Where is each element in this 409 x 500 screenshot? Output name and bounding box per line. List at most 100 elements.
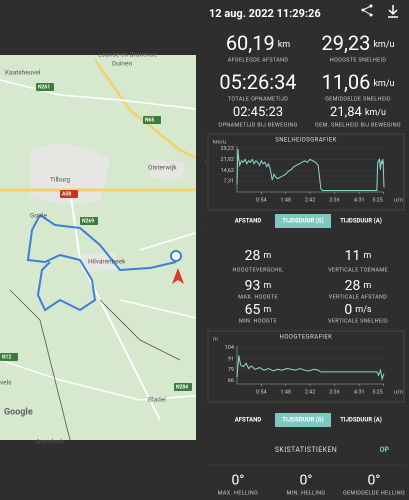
stat-unit: m <box>263 281 271 291</box>
x-tick-label: 0:54 <box>256 389 267 395</box>
data-line <box>236 355 385 381</box>
stat-number: 60,19 <box>226 31 275 55</box>
ski-label: MAX. HELLING <box>218 490 258 496</box>
map[interactable] <box>0 55 206 441</box>
stat-unit: km/u <box>373 40 394 50</box>
road-badge <box>0 353 18 361</box>
stat-value: 11 m <box>345 248 372 264</box>
y-tick-label: 104 <box>225 345 234 351</box>
stat-label: TOTALE OPNAMETIJD <box>228 96 288 102</box>
x-tick-label: 4:31 <box>354 197 365 203</box>
tab[interactable]: TIJDSDUUR (A) <box>340 417 382 424</box>
tab[interactable]: AFSTAND <box>235 218 262 225</box>
map-label: N65 <box>145 117 154 123</box>
x-tick-label: 5:25 <box>372 389 383 395</box>
road-badge <box>143 116 161 124</box>
chart-title: SNELHEIDSGRAFIEK <box>275 137 337 144</box>
map-label: A58 <box>62 191 71 197</box>
chart-frame <box>207 330 405 403</box>
stat-label: VERTICALE SNELHEID <box>328 318 388 324</box>
chart-frame <box>207 133 405 211</box>
y-tick-label: 29,23 <box>221 146 234 152</box>
map-label: Tilburg <box>50 176 70 184</box>
tab[interactable]: TIJDSDUUR (S) <box>282 417 323 424</box>
ski-title: SKISTATISTIEKEN <box>275 446 337 454</box>
map-label: Arendonk <box>36 438 64 446</box>
datetime: 12 aug. 2022 11:29:26 <box>209 7 321 20</box>
x-axis-label: u:m <box>394 197 403 203</box>
map-label: Loonse en Drunense <box>98 51 158 59</box>
stat-number: 05:26:34 <box>219 70 296 94</box>
stat-label: GEMIDDELDE SNELHEID <box>325 96 391 102</box>
y-tick-label: 91 <box>228 356 234 362</box>
stat-label: VERTICALE TOENAME <box>328 267 388 273</box>
map-label: Oisterwijk <box>148 164 177 172</box>
ski-toggle[interactable]: OP <box>380 446 390 454</box>
map-label: Bladel <box>148 396 166 404</box>
y-axis-label: km/u <box>213 139 226 145</box>
stat-value: 11,06 km/u <box>321 70 394 94</box>
road-badge <box>36 83 54 91</box>
stat-number: 11,06 <box>321 70 370 94</box>
stat-unit: km/u <box>373 79 394 89</box>
x-axis-label: u:m <box>394 389 403 395</box>
tab-active <box>275 214 331 228</box>
map-label: N269 <box>82 218 94 224</box>
map-label: Goirle <box>30 212 47 220</box>
y-tick-label: 21,92 <box>221 157 234 163</box>
stat-label: VERTICALE AFSTAND <box>329 294 387 300</box>
stat-number: 0 <box>344 302 352 318</box>
ski-value: 0° <box>299 473 312 489</box>
stat-number: 21,84 <box>330 105 362 120</box>
ski-value: 0° <box>231 473 244 489</box>
stat-number: 02:45:23 <box>233 105 283 120</box>
map-label: vels <box>0 379 12 387</box>
x-tick-label: 1:48 <box>280 389 291 395</box>
stat-unit: m/s <box>355 305 372 315</box>
y-tick-label: 79 <box>228 367 234 373</box>
stat-value: 21,84 km/u <box>330 105 386 120</box>
ski-value: 0° <box>367 473 380 489</box>
stat-value: 05:26:34 <box>219 70 296 94</box>
stat-number: 28 <box>345 278 361 294</box>
tab[interactable]: TIJDSDUUR (S) <box>282 218 323 225</box>
x-tick-label: 4:31 <box>354 389 365 395</box>
stat-value: 93 m <box>245 278 272 294</box>
stat-label: OPNAMETIJD BIJ BEWEGING <box>218 122 297 128</box>
x-tick-label: 2:42 <box>305 389 316 395</box>
map-label: Duinen <box>112 60 132 68</box>
tab[interactable]: TIJDSDUUR (A) <box>340 218 382 225</box>
map-attribution: Google <box>4 407 33 417</box>
stat-unit: m <box>263 251 271 261</box>
stat-value: 28 m <box>345 278 372 294</box>
x-tick-label: 5:25 <box>372 197 383 203</box>
x-tick-label: 1:48 <box>280 197 291 203</box>
stat-value: 02:45:23 <box>233 105 283 120</box>
download-icon[interactable] <box>388 5 398 18</box>
map-label: N12 <box>2 354 11 360</box>
stat-value: 65 m <box>245 302 272 318</box>
stat-unit: km/u <box>365 108 386 118</box>
tab-active <box>275 413 331 427</box>
stat-value: 60,19 km <box>226 31 290 55</box>
tab[interactable]: AFSTAND <box>235 417 262 424</box>
stat-label: HOOGSTE SNELHEID <box>330 57 387 63</box>
stat-label: HOOGTEVERSCHIL <box>232 267 283 273</box>
x-tick-label: 2:42 <box>305 197 316 203</box>
x-tick-label: 3:36 <box>329 197 340 203</box>
stat-unit: m <box>363 251 371 261</box>
stat-label: MAX. HOOGTE <box>238 294 278 300</box>
y-tick-label: 14,62 <box>221 168 234 174</box>
map-label: Hilvarenbeek <box>88 258 126 266</box>
stat-value: 28 m <box>245 248 272 264</box>
stat-number: 93 <box>245 278 261 294</box>
stat-value: 0 m/s <box>344 302 371 318</box>
stat-label: MIN. HOOGTE <box>239 318 277 324</box>
stat-unit: m <box>263 305 271 315</box>
ski-label: GEMIDDELDE HELLING <box>343 490 405 496</box>
share-icon[interactable] <box>361 4 373 17</box>
road-badge <box>174 383 192 391</box>
stat-unit: m <box>363 281 371 291</box>
ski-label: MIN. HELLING <box>287 490 326 496</box>
